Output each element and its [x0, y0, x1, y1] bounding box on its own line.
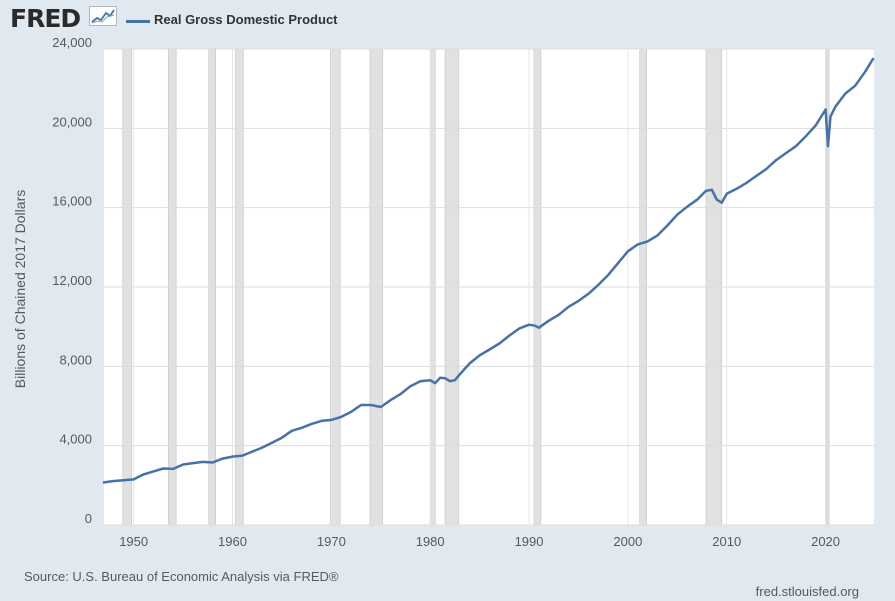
source-note: Source: U.S. Bureau of Economic Analysis…	[24, 569, 339, 584]
fred-logo[interactable]: FRED	[10, 4, 81, 33]
y-tick-label: 12,000	[52, 273, 92, 288]
y-tick-label: 8,000	[59, 352, 92, 367]
x-tick-labels: 1950 1960 1970 1980 1990 2000 2010 2020	[119, 534, 840, 549]
x-tick-label: 2010	[712, 534, 741, 549]
x-tick-label: 1990	[515, 534, 544, 549]
series-lines	[102, 57, 875, 484]
x-tick-label: 1980	[416, 534, 445, 549]
y-tick-label: 4,000	[59, 432, 92, 447]
header: FRED Real Gross Domestic Product	[0, 0, 895, 40]
x-tick-label: 2020	[811, 534, 840, 549]
legend-label: Real Gross Domestic Product	[154, 12, 338, 27]
y-tick-label: 24,000	[52, 35, 92, 50]
y-tick-label: 20,000	[52, 114, 92, 129]
y-axis-label: Billions of Chained 2017 Dollars	[12, 190, 28, 388]
site-link[interactable]: fred.stlouisfed.org	[755, 584, 859, 599]
legend-swatch	[126, 20, 150, 23]
x-tick-label: 1970	[317, 534, 346, 549]
x-tick-label: 1960	[218, 534, 247, 549]
y-tick-label: 0	[85, 511, 92, 526]
series-line-real-gdp[interactable]	[102, 57, 875, 484]
x-tick-label: 1950	[119, 534, 148, 549]
gridlines	[104, 48, 874, 526]
fred-chart-logo-icon	[89, 6, 117, 26]
y-tick-label: 16,000	[52, 194, 92, 209]
x-tick-label: 2000	[613, 534, 642, 549]
y-tick-labels: 0 4,000 8,000 12,000 16,000 20,000 24,000	[52, 35, 92, 526]
